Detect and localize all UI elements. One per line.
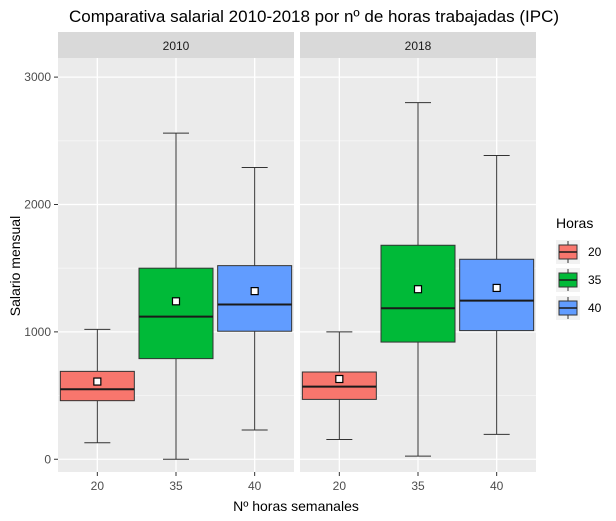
legend-item-20: 20 [556,240,602,264]
legend-item-35: 35 [556,268,602,292]
y-tick-label: 0 [44,452,51,466]
x-tick-label: 40 [248,479,262,493]
box-iqr [138,267,214,360]
box-2010-35 [138,132,214,460]
facet-strip-label: 2018 [405,39,432,53]
x-axis-label: Nº horas semanales [233,498,359,514]
y-tick-label: 2000 [24,197,51,211]
y-axis: 0 1000 2000 3000 [24,70,58,466]
x-tick-label: 20 [91,479,105,493]
facet-strip [300,32,536,58]
mean-marker [413,285,423,294]
mean-marker [93,377,102,386]
legend-label: 40 [588,301,602,315]
facet-panels: 2010 20 35 40 2018 20 35 40 [58,32,536,493]
mean-marker [492,283,501,293]
facet-strip-label: 2010 [163,39,190,53]
box-iqr [59,370,135,402]
legend-label: 35 [588,273,602,287]
y-axis-label: Salario mensual [7,216,23,316]
facet-strip [58,32,294,58]
legend: Horas 20 35 40 [556,215,602,320]
mean-marker [335,374,344,384]
x-tick-label: 35 [169,479,183,493]
facet-panel-2018: 2018 20 35 40 [300,32,536,493]
chart-title: Comparativa salarial 2010-2018 por nº de… [69,7,559,26]
legend-label: 20 [588,245,602,259]
box-2018-40 [459,154,535,435]
box-iqr [459,258,535,332]
mean-marker [250,287,259,296]
box-iqr [380,244,456,343]
legend-title: Horas [556,215,593,231]
y-tick-label: 1000 [24,325,51,339]
facet-panel-2010: 2010 20 35 40 [58,32,294,493]
mean-marker [171,297,181,306]
box-2010-20 [59,328,135,444]
box-2018-35 [380,102,456,457]
legend-item-40: 40 [556,296,602,320]
y-tick-label: 3000 [24,70,51,84]
box-2010-40 [217,167,293,431]
x-tick-label: 35 [411,479,425,493]
box-iqr [217,265,293,332]
box-2018-20 [301,331,377,441]
x-tick-label: 20 [333,479,347,493]
x-tick-label: 40 [490,479,504,493]
